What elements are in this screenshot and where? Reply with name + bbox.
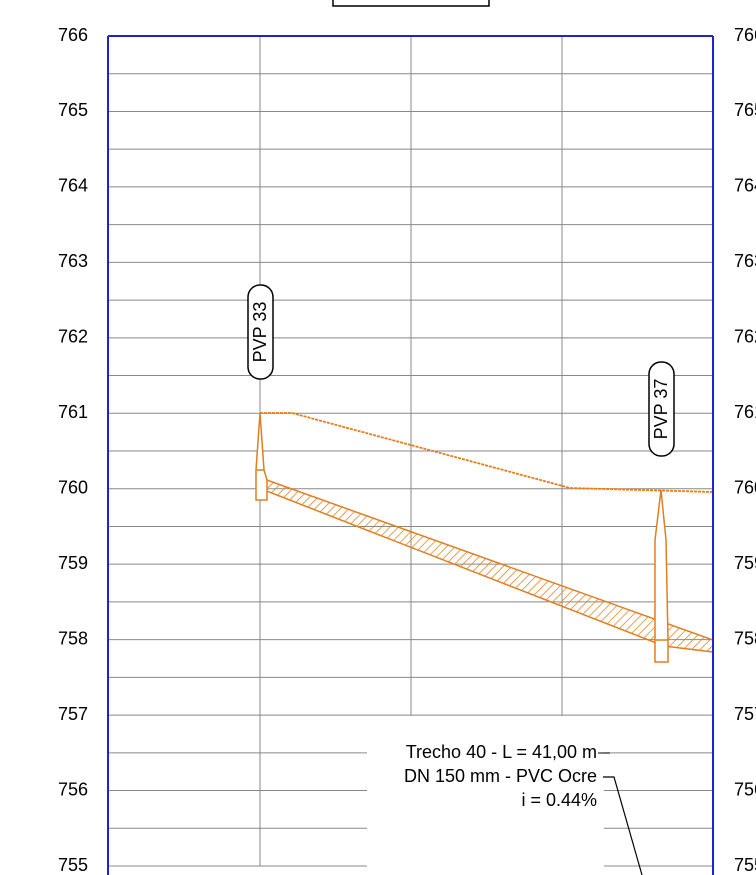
y-tick-label-right: 760 [734, 477, 756, 497]
manhole [654, 489, 669, 663]
y-tick-label: 759 [58, 553, 88, 573]
y-tick-label: 765 [58, 100, 88, 120]
y-tick-label-right: 756 [734, 779, 756, 799]
manhole-label: PVP 37 [648, 361, 675, 457]
annotation-text: i = 0.44% [521, 790, 597, 810]
y-tick-label-right: 761 [734, 402, 756, 422]
y-tick-label: 755 [58, 855, 88, 875]
label-box [247, 284, 274, 380]
y-tick-label-right: 755 [734, 855, 756, 875]
y-tick-label: 756 [58, 779, 88, 799]
y-tick-label: 761 [58, 402, 88, 422]
y-tick-label-right: 762 [734, 327, 756, 347]
y-tick-label: 758 [58, 628, 88, 648]
y-tick-label-right: 765 [734, 100, 756, 120]
y-tick-label: 760 [58, 477, 88, 497]
y-tick-label: 766 [58, 25, 88, 45]
axis-labels: 766 766 765 765 764 764 763 763 762 762 761 761 760 7… [58, 25, 756, 875]
y-tick-label: 757 [58, 704, 88, 724]
manhole [255, 412, 268, 501]
y-tick-label-right: 759 [734, 553, 756, 573]
y-tick-label-right: 758 [734, 628, 756, 648]
annotation-text: Trecho 40 - L = 41,00 m [406, 742, 597, 762]
title-box [332, 0, 490, 7]
annotation-box [367, 716, 604, 875]
y-tick-label-right: 766 [734, 25, 756, 45]
manhole-label: PVP 33 [247, 284, 274, 380]
annotation-text: DN 150 mm - PVC Ocre [404, 766, 597, 786]
y-tick-label-right: 757 [734, 704, 756, 724]
y-tick-label: 764 [58, 176, 88, 196]
y-tick-label-right: 764 [734, 176, 756, 196]
y-tick-label: 763 [58, 251, 88, 271]
y-tick-label: 762 [58, 327, 88, 347]
manhole-name: PVP 37 [651, 379, 671, 440]
y-tick-label-right: 763 [734, 251, 756, 271]
ground-line [260, 412, 714, 493]
leader [603, 776, 643, 875]
manhole-name: PVP 33 [250, 302, 270, 363]
label-box [648, 361, 675, 457]
